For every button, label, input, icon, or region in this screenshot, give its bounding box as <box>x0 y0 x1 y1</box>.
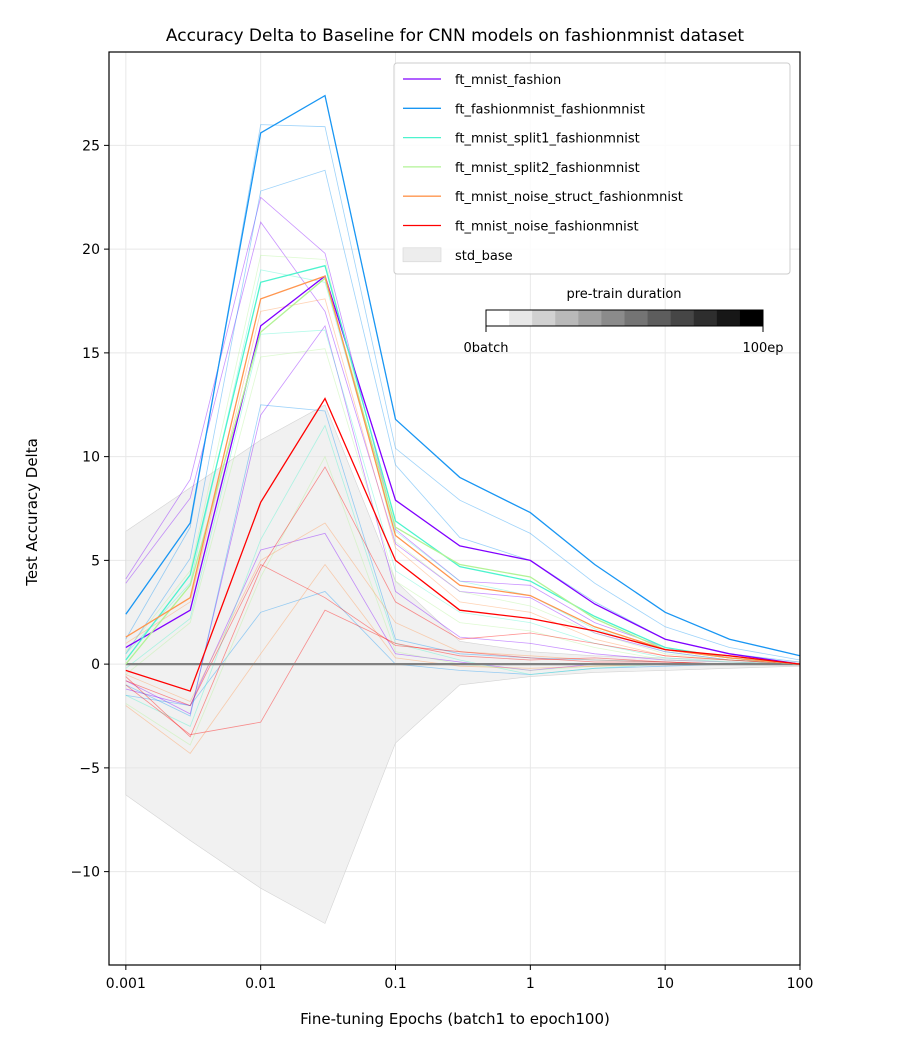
colorbar-cell-2 <box>532 310 556 326</box>
faint-run-line-6 <box>125 404 800 717</box>
legend-items: ft_mnist_fashion ft_fashionmnist_fashionm… <box>402 73 683 264</box>
faint-run-line-4 <box>125 124 801 661</box>
y-tick-label-3: 5 <box>91 553 100 569</box>
series-line-ft_mnist_split1_fashionmnist <box>125 264 801 665</box>
series-layer <box>125 94 801 692</box>
legend-label-ft_mnist_noise_struct_fashionmnist: ft_mnist_noise_struct_fashionmnist <box>455 190 683 205</box>
legend-label-ft_mnist_noise_fashionmnist: ft_mnist_noise_fashionmnist <box>455 220 639 235</box>
x-tick-label-4: 10 <box>656 976 674 992</box>
legend-box <box>393 62 791 275</box>
colorbar-min-label: 0batch <box>464 341 509 356</box>
series-line-ft_mnist_fashion <box>125 275 801 665</box>
x-axis-title: Fine-tuning Epochs (batch1 to epoch100) <box>300 1010 610 1028</box>
faint-run-line-15 <box>125 522 800 703</box>
x-tick-label-3: 1 <box>526 976 535 992</box>
y-tick-label-2: 0 <box>91 657 100 673</box>
faint-run-line-9 <box>125 329 801 669</box>
y-tick-label-0: −10 <box>70 865 100 881</box>
colorbar-frame <box>485 309 764 327</box>
x-axis-ticks: 0.001 0.01 0.1 1 10 100 <box>106 965 814 992</box>
faint-run-line-7 <box>125 591 800 707</box>
y-tick-label-6: 20 <box>82 242 100 258</box>
x-tick-label-5: 100 <box>787 976 814 992</box>
x-tick-label-1: 0.01 <box>245 976 276 992</box>
legend-label-ft_mnist_split2_fashionmnist: ft_mnist_split2_fashionmnist <box>455 161 640 176</box>
faint-run-line-2 <box>125 324 801 715</box>
legend-label-std-band: std_base <box>455 249 513 264</box>
y-tick-label-1: −5 <box>79 761 100 777</box>
y-tick-label-5: 15 <box>82 346 100 362</box>
colorbar-cell-6 <box>624 310 648 326</box>
series-line-ft_mnist_noise_fashionmnist <box>125 397 801 692</box>
legend-label-ft_mnist_split1_fashionmnist: ft_mnist_split1_fashionmnist <box>455 132 640 147</box>
legend-label-ft_fashionmnist_fashionmnist: ft_fashionmnist_fashionmnist <box>455 102 645 117</box>
faint-run-line-1 <box>125 221 801 665</box>
colorbar-cell-0 <box>486 310 510 326</box>
faint-run-line-17 <box>125 466 801 738</box>
plot-frame <box>108 51 801 966</box>
faint-run-line-8 <box>125 269 801 665</box>
x-tick-label-0: 0.001 <box>106 976 146 992</box>
chart-title: Accuracy Delta to Baseline for CNN model… <box>166 26 745 46</box>
faint-run-line-19 <box>125 563 800 707</box>
colorbar-cell-3 <box>555 310 579 326</box>
y-axis-ticks: −10 −5 0 5 10 15 20 25 <box>70 138 109 881</box>
legend-label-ft_mnist_fashion: ft_mnist_fashion <box>455 73 561 88</box>
legend: ft_mnist_fashion ft_fashionmnist_fashionm… <box>393 62 791 275</box>
colorbar-cell-1 <box>509 310 533 326</box>
colorbar-cell-9 <box>693 310 718 326</box>
colorbar-cell-7 <box>647 310 672 326</box>
series-line-ft_fashionmnist_fashionmnist <box>125 94 801 657</box>
colorbar-cells <box>486 310 764 326</box>
colorbar-cell-5 <box>601 310 625 326</box>
legend-swatch-std-band <box>402 247 442 263</box>
faint-run-line-18 <box>125 609 800 736</box>
colorbar: pre-train duration 0batch 100ep <box>464 287 784 356</box>
series-line-ft_mnist_noise_struct_fashionmnist <box>125 275 801 665</box>
colorbar-label: pre-train duration <box>566 287 681 302</box>
colorbar-cell-10 <box>716 310 741 326</box>
colorbar-cell-4 <box>578 310 602 326</box>
faint-run-line-14 <box>125 298 801 665</box>
colorbar-cell-8 <box>670 310 695 326</box>
faint-run-line-11 <box>125 254 801 665</box>
x-tick-label-2: 0.1 <box>384 976 406 992</box>
colorbar-max-label: 100ep <box>742 341 783 356</box>
colorbar-cell-11 <box>739 310 764 326</box>
y-axis-title: Test Accuracy Delta <box>23 438 41 587</box>
y-tick-label-7: 25 <box>82 138 100 154</box>
y-tick-label-4: 10 <box>82 450 100 466</box>
faint-run-line-12 <box>125 348 801 675</box>
